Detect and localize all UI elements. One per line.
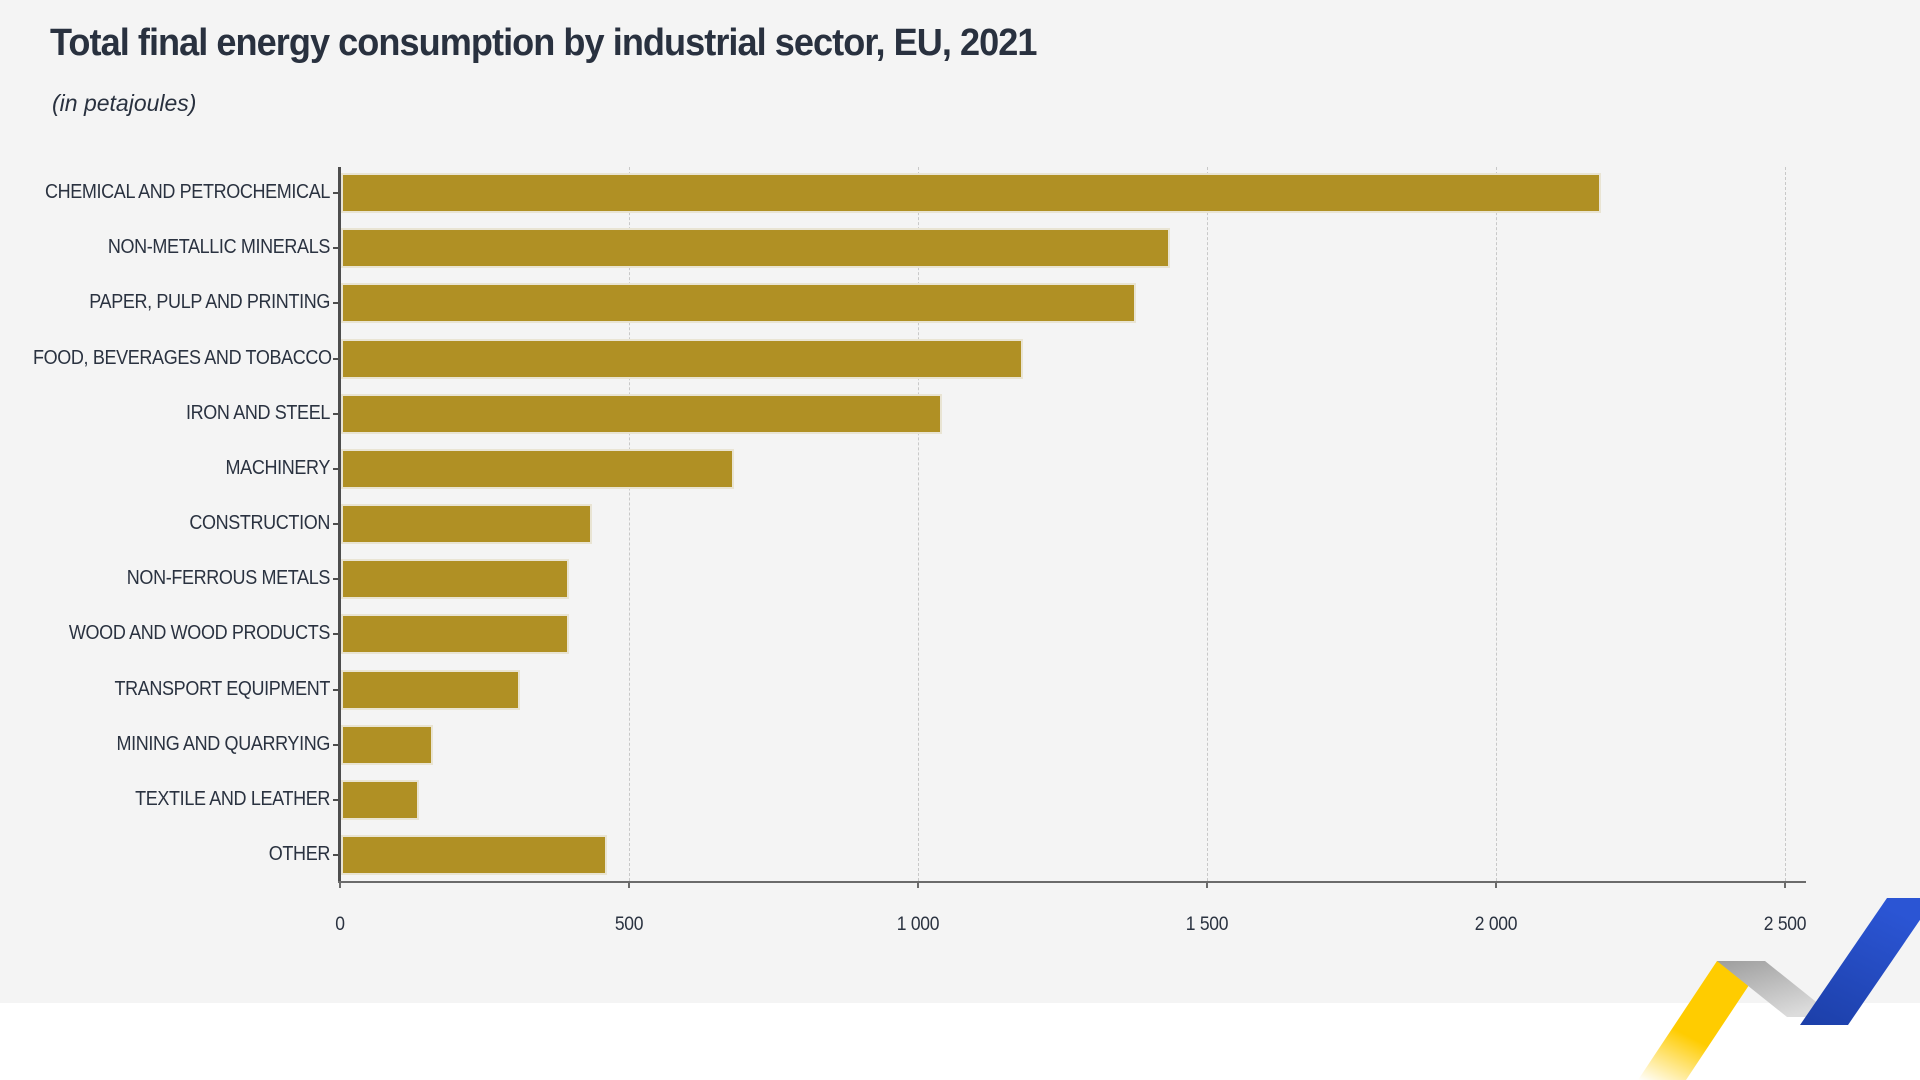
x-axis-tick	[1206, 883, 1208, 888]
y-axis-tick	[333, 192, 338, 194]
x-tick-label-2000: 2 000	[1474, 914, 1518, 935]
bar-transport-equipment	[341, 669, 521, 710]
category-label-paper-pulp-and-printing: PAPER, PULP AND PRINTING	[89, 291, 330, 314]
bar-construction	[341, 504, 593, 545]
x-axis-tick	[1495, 883, 1497, 888]
bar-textile-and-leather	[341, 779, 420, 820]
bar-chart-plot-area: 0 500 1 000 1 500 2 000 2 500 CHEMICAL AND PET…	[33, 167, 1807, 935]
category-label-other: OTHER	[268, 843, 331, 866]
bar-iron-and-steel	[341, 393, 943, 434]
y-axis-tick	[333, 357, 338, 360]
gridline-x-1500	[1207, 167, 1208, 881]
bar-wood-and-wood-products	[341, 614, 570, 655]
x-axis-line	[338, 881, 1806, 883]
y-axis-tick	[333, 578, 338, 581]
y-axis-tick	[333, 854, 338, 857]
x-tick-label-500: 500	[614, 914, 644, 935]
category-label-non-ferrous-metals: NON-FERROUS METALS	[126, 567, 331, 590]
category-label-chemical-and-petrochemical: CHEMICAL AND PETROCHEMICAL	[44, 181, 330, 203]
chart-subtitle: (in petajoules)	[52, 90, 197, 116]
category-label-wood-and-wood-products: WOOD AND WOOD PRODUCTS	[68, 622, 330, 645]
gridline-x-1000	[918, 167, 919, 881]
bar-mining-and-quarrying	[341, 724, 434, 765]
y-axis-tick	[333, 688, 338, 691]
y-axis-tick	[333, 633, 338, 636]
bar-non-ferrous-metals	[341, 559, 570, 600]
bar-food-beverages-and-tobacco	[341, 338, 1024, 379]
chart-title: Total final energy consumption by indust…	[50, 22, 1037, 64]
y-axis-line	[338, 167, 341, 883]
y-axis-tick	[333, 247, 338, 250]
category-label-mining-and-quarrying: MINING AND QUARRYING	[116, 732, 331, 755]
category-label-iron-and-steel: IRON AND STEEL	[186, 401, 330, 424]
statistics-ribbon-decoration	[1638, 898, 1920, 1080]
bar-non-metallic-minerals	[341, 228, 1171, 269]
y-axis-tick	[333, 467, 338, 470]
category-label-transport-equipment: TRANSPORT EQUIPMENT	[114, 677, 331, 700]
category-label-construction: CONSTRUCTION	[189, 512, 330, 535]
bar-chemical-and-petrochemical	[341, 173, 1602, 213]
gridline-x-500	[629, 167, 630, 881]
y-axis-tick	[333, 743, 338, 746]
footer-strip: eurostat	[0, 1003, 1920, 1080]
category-label-textile-and-leather: TEXTILE AND LEATHER	[135, 787, 330, 810]
x-axis-tick	[339, 883, 341, 888]
bar-machinery	[341, 448, 735, 489]
category-label-machinery: MACHINERY	[225, 456, 331, 479]
x-axis-tick	[1784, 883, 1786, 888]
x-axis-tick	[628, 883, 630, 888]
bar-paper-pulp-and-printing	[341, 283, 1136, 324]
y-axis-tick	[333, 302, 338, 305]
x-axis-tick	[917, 883, 919, 888]
gridline-x-2000	[1496, 167, 1497, 881]
y-axis-tick	[333, 798, 338, 801]
x-tick-label-1000: 1 000	[896, 914, 940, 935]
y-axis-tick	[333, 523, 338, 526]
y-axis-tick	[333, 412, 338, 415]
x-tick-label-2500: 2 500	[1763, 914, 1807, 935]
chart-background	[0, 0, 1920, 1003]
category-label-non-metallic-minerals: NON-METALLIC MINERALS	[107, 236, 331, 259]
gridline-x-2500	[1785, 167, 1786, 881]
x-tick-label-0: 0	[335, 914, 345, 935]
category-label-food-beverages-and-tobacco: FOOD, BEVERAGES AND TOBACCO	[33, 346, 332, 369]
bar-other	[341, 835, 607, 876]
x-tick-label-1500: 1 500	[1185, 914, 1229, 935]
